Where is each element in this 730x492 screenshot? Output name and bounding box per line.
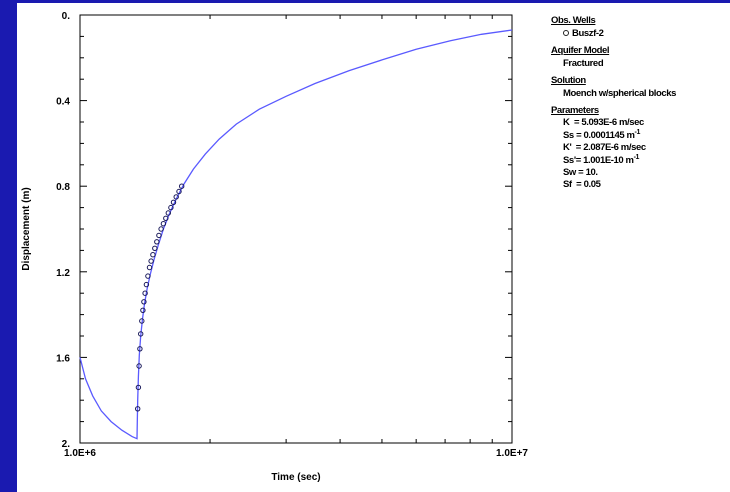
observation-markers (135, 183, 185, 412)
parameter-unit-exponent: -1 (634, 129, 641, 136)
observation-point (148, 258, 154, 264)
parameter-value: 0.05 (583, 179, 601, 191)
parameter-name: Ss (563, 130, 574, 142)
parameter-name: Sf (563, 179, 572, 191)
y-axis-label: Displacement (m) (21, 187, 32, 270)
observation-point (138, 331, 144, 337)
axis-ticks (79, 14, 513, 444)
y-tick-label: 1.2 (56, 268, 70, 279)
y-tick-label: 0.8 (56, 182, 70, 193)
parameter-value: 5.093E-6 m/sec (581, 117, 644, 128)
observation-point (168, 204, 174, 211)
parameter-value: 2.087E-6 m/sec (583, 142, 646, 154)
x-axis-label: Time (sec) (271, 472, 320, 483)
y-tick-label: 2. (62, 439, 71, 450)
observation-point (154, 239, 160, 245)
parameter-row: K' = 2.087E-6 m/sec (551, 142, 729, 153)
solution-value: Moench w/spherical blocks (563, 88, 677, 99)
circle-marker-icon (563, 30, 569, 37)
parameter-separator: = (575, 155, 584, 167)
observation-point (163, 215, 169, 222)
parameter-name: K' (563, 142, 572, 154)
parameter-row: Sw = 10. (551, 167, 729, 178)
observation-point (158, 226, 164, 232)
observation-point (176, 188, 182, 195)
observation-point (160, 221, 167, 227)
observation-point (141, 299, 147, 305)
parameter-row: Ss'= 1.001E-10 m-1 (551, 154, 729, 166)
x-tick-label: 1.0E+6 (64, 448, 96, 459)
observation-point (156, 232, 162, 239)
observation-point (135, 384, 142, 391)
y-tick-label: 1.6 (56, 353, 70, 364)
observation-point (140, 307, 146, 313)
observation-point (137, 346, 143, 352)
observation-point (170, 199, 177, 206)
obs-well-entry: Buszf-2 (551, 28, 729, 39)
parameter-value: 1.001E-10 m (583, 155, 634, 167)
observation-point (139, 318, 145, 324)
observation-point (135, 406, 141, 412)
observation-point (145, 273, 151, 279)
solution-heading: Solution (551, 75, 586, 86)
parameter-row: Ss = 0.0001145 m-1 (551, 129, 729, 141)
parameter-separator: = (571, 142, 584, 154)
drawdown-chart: 1.0E+6 1.0E+70.0.40.81.21.62. Time (sec) … (21, 11, 528, 483)
aquifer-model-value: Fractured (563, 58, 604, 69)
observation-point (179, 183, 185, 189)
observation-point (143, 281, 150, 288)
parameter-row: Sf = 0.05 (551, 179, 729, 190)
parameter-separator: = (575, 167, 586, 179)
y-tick-label: 0.4 (56, 97, 70, 108)
x-tick-label: 1.0E+7 (496, 448, 528, 459)
parameter-name: Ss' (563, 155, 576, 167)
axis-tick-labels: 1.0E+6 1.0E+7 0. 0.4 0.8 1.2 1.6 2. (56, 11, 528, 459)
observation-point (146, 264, 153, 271)
parameters-heading: Parameters (551, 105, 599, 116)
observation-point (142, 290, 148, 296)
parameter-separator: = (569, 117, 582, 128)
parameter-name: K (563, 117, 570, 128)
y-tick-label: 0. (62, 11, 71, 22)
observation-point (173, 194, 179, 200)
parameter-separator: = (571, 179, 584, 191)
parameter-list: K = 5.093E-6 m/sec Ss = 0.0001145 m-1 K' =… (551, 117, 729, 190)
plot-frame (79, 14, 513, 444)
aquifer-model-heading: Aquifer Model (551, 45, 610, 56)
legend-panel: Obs. Wells Buszf-2 Aquifer Model Fractur… (551, 15, 729, 190)
parameter-value: 0.0001145 m (583, 130, 635, 142)
parameter-name: Sw (563, 167, 576, 179)
observation-point (152, 245, 158, 252)
parameter-row: K = 5.093E-6 m/sec (551, 117, 729, 128)
plot-panel: 1.0E+6 1.0E+7 0. 0.4 0.8 1.2 1.6 2. Time (sec) … (17, 3, 730, 492)
obs-wells-heading: Obs. Wells (551, 15, 596, 26)
observation-point (150, 252, 156, 258)
observation-point (165, 210, 172, 216)
obs-well-name: Buszf-2 (572, 28, 604, 39)
parameter-value: 10. (585, 167, 598, 179)
parameter-unit-exponent: -1 (633, 154, 640, 162)
observation-point (136, 363, 142, 369)
parameter-separator: = (573, 130, 584, 142)
fitted-curve (79, 29, 513, 440)
